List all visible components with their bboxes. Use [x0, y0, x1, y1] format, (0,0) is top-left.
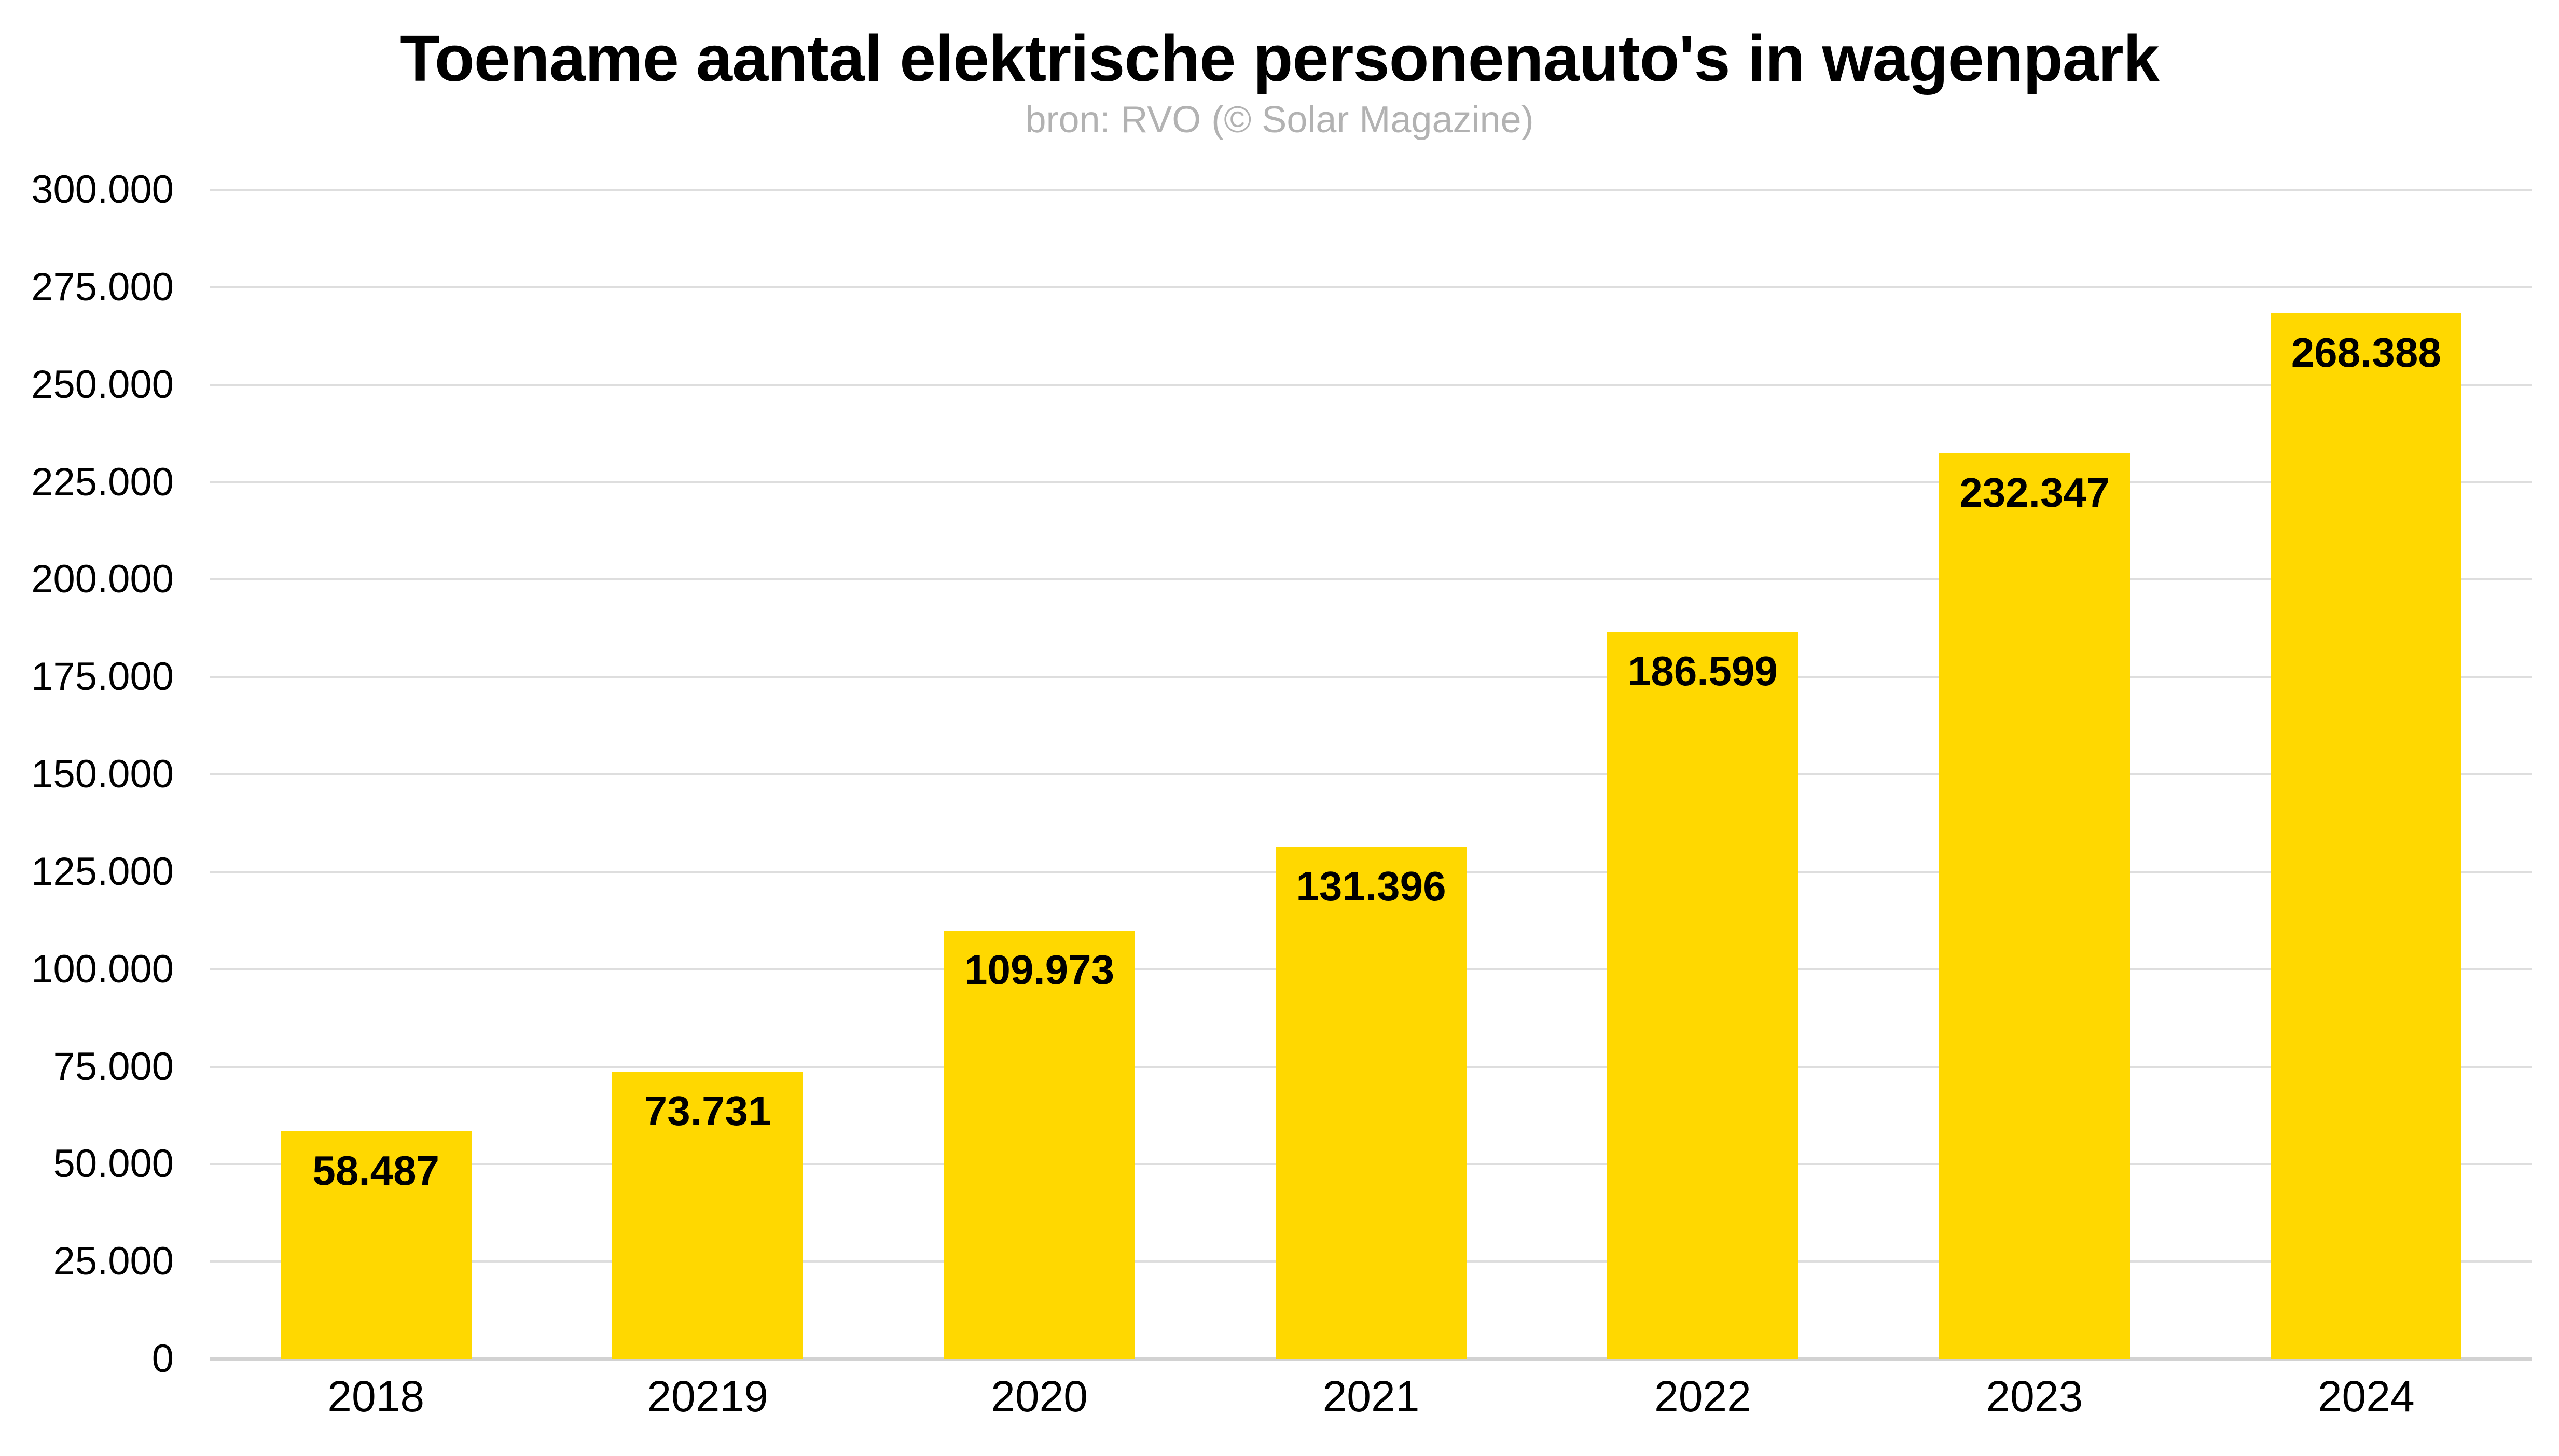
bar-2020: 109.973 — [944, 930, 1135, 1359]
bar-2024: 268.388 — [2271, 313, 2462, 1359]
y-tick-label: 175.000 — [31, 655, 174, 699]
gridline — [210, 189, 2532, 191]
plot-area: 58.487 73.731 109.973 131.396 186.599 232.347… — [210, 189, 2532, 1361]
y-axis: 0 25.000 50.000 75.000 100.000 125.000 150.000… — [0, 170, 174, 1379]
y-tick-label: 0 — [151, 1337, 174, 1381]
bar-value-label: 73.731 — [644, 1088, 771, 1134]
bar-value-label: 109.973 — [964, 946, 1115, 993]
x-axis: 2018 20219 2020 2021 2022 2023 2024 — [210, 1375, 2532, 1437]
x-tick-label: 2022 — [1654, 1372, 1751, 1421]
chart-subtitle: bron: RVO (© Solar Magazine) — [1025, 99, 1534, 141]
bar-value-label: 232.347 — [1959, 469, 2110, 516]
y-tick-label: 75.000 — [53, 1044, 174, 1089]
x-tick-label: 2024 — [2317, 1372, 2415, 1421]
bar-2018: 58.487 — [280, 1131, 472, 1359]
gridline — [210, 286, 2532, 288]
y-tick-label: 225.000 — [31, 460, 174, 504]
bar-2021: 131.396 — [1276, 847, 1467, 1359]
gridline — [210, 773, 2532, 775]
x-tick-label: 2021 — [1322, 1372, 1420, 1421]
gridline — [210, 676, 2532, 678]
x-tick-label: 2023 — [1986, 1372, 2083, 1421]
y-tick-label: 50.000 — [53, 1142, 174, 1186]
gridline — [210, 578, 2532, 581]
chart-title: Toename aantal elektrische personenauto'… — [400, 22, 2160, 95]
y-tick-label: 300.000 — [31, 168, 174, 212]
y-tick-label: 100.000 — [31, 947, 174, 991]
bar-value-label: 186.599 — [1627, 648, 1778, 695]
y-tick-label: 275.000 — [31, 265, 174, 309]
x-tick-label: 20219 — [647, 1372, 768, 1421]
y-tick-label: 125.000 — [31, 849, 174, 894]
bar-2022: 186.599 — [1607, 632, 1799, 1359]
x-tick-label: 2020 — [991, 1372, 1088, 1421]
y-tick-label: 200.000 — [31, 557, 174, 602]
gridline — [210, 383, 2532, 386]
x-tick-label: 2018 — [327, 1372, 425, 1421]
bar-value-label: 268.388 — [2291, 329, 2441, 376]
gridline — [210, 481, 2532, 483]
y-tick-label: 150.000 — [31, 752, 174, 796]
bar-value-label: 131.396 — [1296, 863, 1446, 909]
bar-2023: 232.347 — [1939, 453, 2130, 1359]
y-tick-label: 250.000 — [31, 362, 174, 407]
y-tick-label: 25.000 — [53, 1239, 174, 1284]
baseline — [210, 1357, 2532, 1361]
bar-value-label: 58.487 — [312, 1147, 440, 1194]
bar-20219: 73.731 — [612, 1072, 804, 1359]
